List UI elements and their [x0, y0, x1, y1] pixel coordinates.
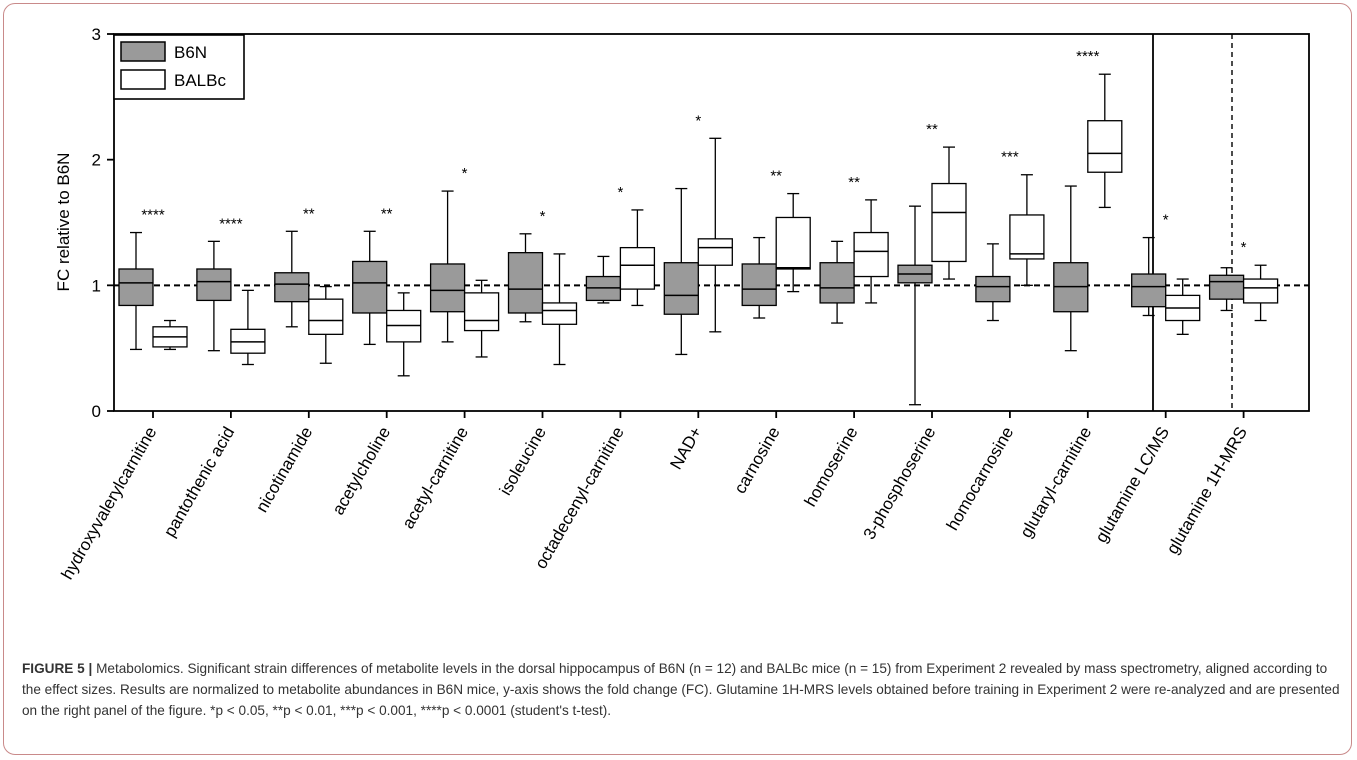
significance-label: ** [926, 121, 938, 138]
x-category-label: hydroxyvalerylcarnitine [58, 424, 161, 583]
significance-label: * [462, 165, 468, 182]
plot-area: 0123****hydroxyvalerylcarnitine****panto… [58, 25, 1310, 583]
significance-label: **** [219, 215, 243, 232]
significance-label: ** [381, 205, 393, 222]
significance-label: *** [1001, 149, 1019, 166]
balbc-box [308, 298, 344, 335]
x-category-label: acetylcholine [329, 424, 395, 519]
y-tick-label: 3 [92, 25, 101, 44]
x-category-label: isoleucine [496, 424, 550, 499]
x-category-label: homocarnosine [943, 424, 1018, 534]
b6n-box [118, 268, 154, 307]
b6n-box [352, 260, 388, 314]
x-category-label: glutamine LC/MS [1092, 424, 1174, 546]
figure-caption: FIGURE 5 | Metabolomics. Significant str… [22, 658, 1340, 721]
b6n-box [429, 263, 466, 313]
x-category-label: homoserine [801, 424, 862, 510]
balbc-box [931, 182, 967, 263]
legend-swatch-balbc [120, 69, 166, 90]
y-axis-label: FC relative to B6N [54, 153, 73, 292]
significance-label: ** [770, 168, 782, 185]
significance-label: ** [303, 205, 315, 222]
significance-label: * [1241, 239, 1247, 256]
balbc-box [1009, 214, 1045, 260]
caption-text: Metabolomics. Significant strain differe… [22, 661, 1340, 718]
legend-label-b6n: B6N [174, 43, 207, 62]
significance-label: * [540, 208, 546, 225]
balbc-box [541, 302, 578, 325]
b6n-box [196, 268, 232, 302]
x-category-label: glutaryl-carnitine [1016, 424, 1095, 542]
x-category-label: glutamine 1H-MRS [1163, 424, 1251, 558]
b6n-box [274, 272, 310, 303]
significance-label: * [617, 184, 623, 201]
b6n-box [663, 262, 699, 315]
x-category-label: octadecenyl-carnitine [531, 424, 628, 573]
y-tick-label: 1 [92, 276, 101, 295]
b6n-box [819, 262, 855, 304]
y-tick-label: 0 [92, 402, 101, 421]
significance-label: * [695, 112, 701, 129]
significance-label: **** [141, 207, 165, 224]
x-category-label: NAD+ [666, 423, 705, 472]
significance-label: **** [1076, 48, 1100, 65]
balbc-box [463, 292, 500, 332]
significance-label: * [1163, 212, 1169, 229]
x-category-label: pantothenic acid [160, 424, 238, 541]
balbc-box [775, 216, 811, 270]
balbc-box [1087, 120, 1123, 173]
balbc-box [853, 231, 889, 278]
b6n-box [507, 252, 544, 314]
balbc-box [619, 246, 656, 290]
y-tick-label: 2 [92, 151, 101, 170]
b6n-box [1131, 273, 1167, 308]
b6n-box [1208, 274, 1245, 300]
x-category-label: acetyl-carnitine [398, 424, 472, 533]
b6n-box [975, 275, 1011, 303]
legend-label-balbc: BALBc [174, 71, 226, 90]
b6n-box [741, 263, 777, 307]
legend: B6N BALBc [113, 34, 245, 100]
figure-frame [3, 3, 1352, 755]
x-category-label: nicotinamide [252, 424, 316, 516]
box-plot-chart: 0123****hydroxyvalerylcarnitine****panto… [54, 25, 1310, 583]
significance-label: ** [848, 174, 860, 191]
balbc-box [1242, 278, 1279, 304]
x-category-label: 3-phosphoserine [860, 424, 940, 543]
balbc-box [697, 238, 733, 266]
figure-label: FIGURE 5 | [22, 661, 93, 676]
x-category-label: carnosine [730, 424, 783, 497]
legend-swatch-b6n [120, 41, 166, 62]
plot-frame [113, 33, 1310, 412]
